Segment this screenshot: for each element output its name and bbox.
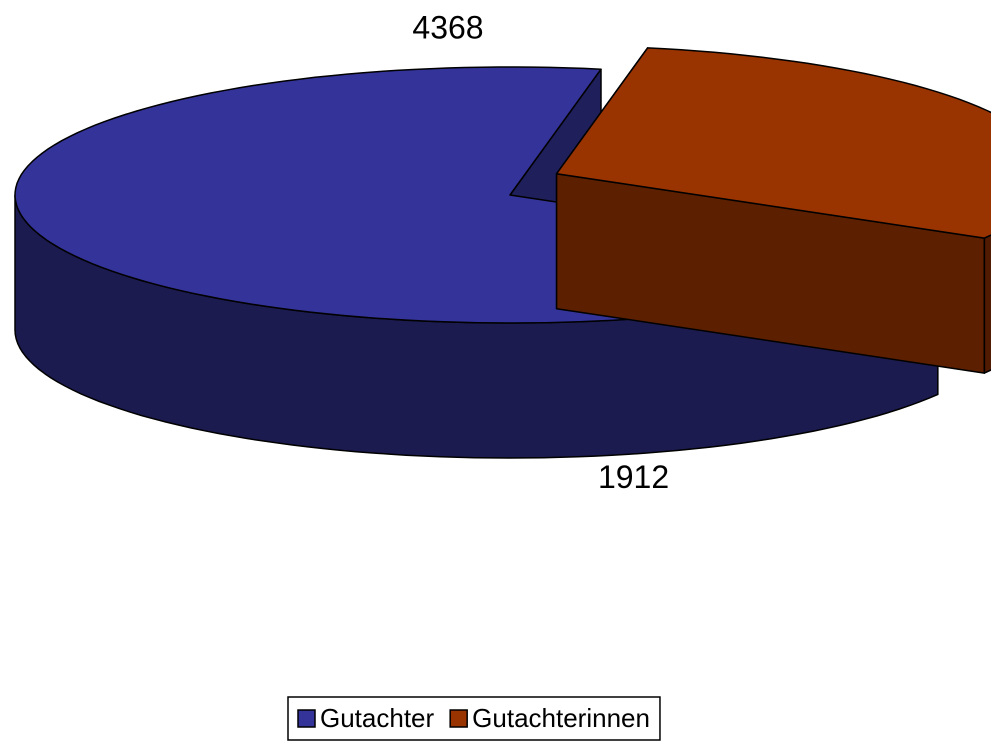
legend: Gutachter Gutachterinnen <box>287 696 661 741</box>
data-label: 4368 <box>412 9 483 45</box>
legend-swatch <box>297 709 316 728</box>
legend-label: Gutachterinnen <box>472 703 650 733</box>
data-label: 1912 <box>598 459 669 495</box>
slice-side <box>983 234 991 374</box>
legend-swatch <box>449 709 468 728</box>
slice-top <box>555 47 991 239</box>
pie-slice <box>555 47 991 374</box>
legend-label: Gutachter <box>320 703 435 733</box>
pie <box>14 47 991 459</box>
legend-box <box>287 696 661 741</box>
